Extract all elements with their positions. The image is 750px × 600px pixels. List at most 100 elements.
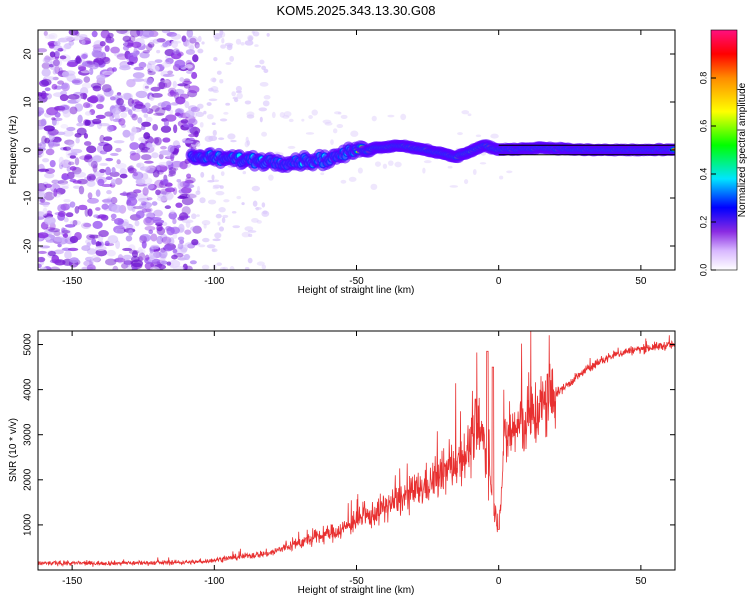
noise-blob-sparse <box>206 244 216 249</box>
snr-x-tick-label: 0 <box>496 576 502 587</box>
noise-blob <box>174 88 185 96</box>
noise-blob <box>72 219 78 226</box>
noise-blob-near-ridge <box>464 179 469 185</box>
noise-blob <box>131 41 142 48</box>
noise-blob <box>143 113 149 118</box>
noise-blob-sparse <box>212 129 217 136</box>
noise-blob <box>92 220 103 229</box>
noise-blob <box>187 193 198 199</box>
noise-blob <box>141 146 151 151</box>
noise-blob-near-ridge <box>479 162 487 165</box>
noise-blob <box>53 230 61 237</box>
noise-blob <box>128 165 135 174</box>
noise-blob <box>143 165 155 174</box>
noise-blob <box>115 162 127 170</box>
noise-blob <box>150 233 158 242</box>
noise-blob <box>95 176 107 184</box>
noise-blob-sparse <box>195 44 201 49</box>
noise-blob <box>135 178 146 186</box>
noise-blob-sparse <box>258 107 268 112</box>
noise-blob-sparse <box>251 30 255 34</box>
noise-blob <box>172 232 178 239</box>
noise-blob <box>144 85 149 89</box>
noise-blob-sparse <box>220 171 225 177</box>
noise-blob <box>160 125 172 133</box>
noise-blob <box>182 180 191 188</box>
noise-blob <box>105 176 113 181</box>
noise-blob-sparse <box>195 142 201 147</box>
noise-blob <box>170 33 182 40</box>
noise-blob-sparse <box>208 87 214 92</box>
noise-blob <box>51 58 63 68</box>
noise-blob <box>97 178 105 187</box>
noise-blob-sparse <box>244 100 252 105</box>
noise-blob-near-ridge <box>311 109 318 116</box>
noise-blob <box>92 118 102 125</box>
noise-blob <box>61 185 69 190</box>
noise-blob <box>74 231 82 241</box>
noise-blob-sparse <box>244 267 250 270</box>
noise-blob <box>109 112 114 122</box>
noise-blob <box>44 57 56 61</box>
noise-blob-sparse <box>263 68 269 74</box>
noise-blob-sparse <box>206 102 212 106</box>
noise-blob <box>122 254 133 260</box>
noise-blob <box>162 137 171 143</box>
noise-blob <box>91 30 98 38</box>
noise-blob <box>114 218 124 225</box>
noise-blob-sparse <box>220 266 226 270</box>
noise-blob-sparse <box>261 202 266 208</box>
noise-blob <box>104 240 110 247</box>
noise-blob <box>139 235 147 244</box>
noise-blob <box>43 172 55 179</box>
noise-blob-near-ridge <box>288 118 294 123</box>
noise-blob <box>194 41 200 49</box>
noise-blob <box>41 68 51 77</box>
heatmap-y-ticks: -20 -10 0 10 20 <box>23 48 675 253</box>
noise-blob <box>132 50 139 58</box>
noise-blob <box>180 119 189 124</box>
noise-blob <box>93 214 100 218</box>
noise-blob <box>89 234 101 239</box>
noise-blob <box>129 56 138 63</box>
noise-blob-near-ridge <box>447 165 453 169</box>
noise-blob <box>102 70 114 76</box>
noise-blob <box>150 266 160 270</box>
noise-blob <box>185 265 193 270</box>
noise-blob <box>160 145 167 150</box>
noise-blob <box>129 30 141 38</box>
noise-blob <box>162 42 169 48</box>
noise-blob <box>57 211 66 217</box>
noise-blob <box>39 141 46 150</box>
noise-blob-sparse <box>212 77 217 83</box>
noise-blob-near-ridge <box>340 179 347 184</box>
noise-blob <box>49 51 56 58</box>
noise-blob <box>149 251 157 259</box>
colorbar-tick-label: 0.0 <box>698 264 708 277</box>
noise-blob <box>71 78 83 86</box>
noise-blob <box>107 235 119 244</box>
noise-blob <box>141 240 147 249</box>
noise-blob <box>120 30 130 35</box>
noise-blob <box>44 137 51 144</box>
noise-blob-sparse <box>235 38 242 45</box>
noise-blob <box>137 117 143 124</box>
noise-blob <box>72 185 81 189</box>
heatmap-x-tick-label: -50 <box>349 276 364 287</box>
noise-blob-near-ridge <box>499 175 504 180</box>
noise-blob <box>90 160 98 169</box>
noise-blob <box>159 249 168 259</box>
noise-blob <box>147 183 157 191</box>
noise-blob <box>131 126 137 135</box>
noise-blob <box>100 30 110 39</box>
heatmap-x-ticks: -150 -100 -50 0 50 <box>62 30 647 287</box>
noise-blob <box>72 180 82 184</box>
noise-blob <box>127 61 134 65</box>
noise-blob <box>87 197 99 204</box>
noise-blob-sparse <box>259 116 263 123</box>
noise-blob-sparse <box>220 44 227 49</box>
noise-blob <box>155 189 161 196</box>
noise-blob-near-ridge <box>506 170 513 174</box>
noise-blob <box>110 213 117 219</box>
noise-blob <box>42 207 48 216</box>
